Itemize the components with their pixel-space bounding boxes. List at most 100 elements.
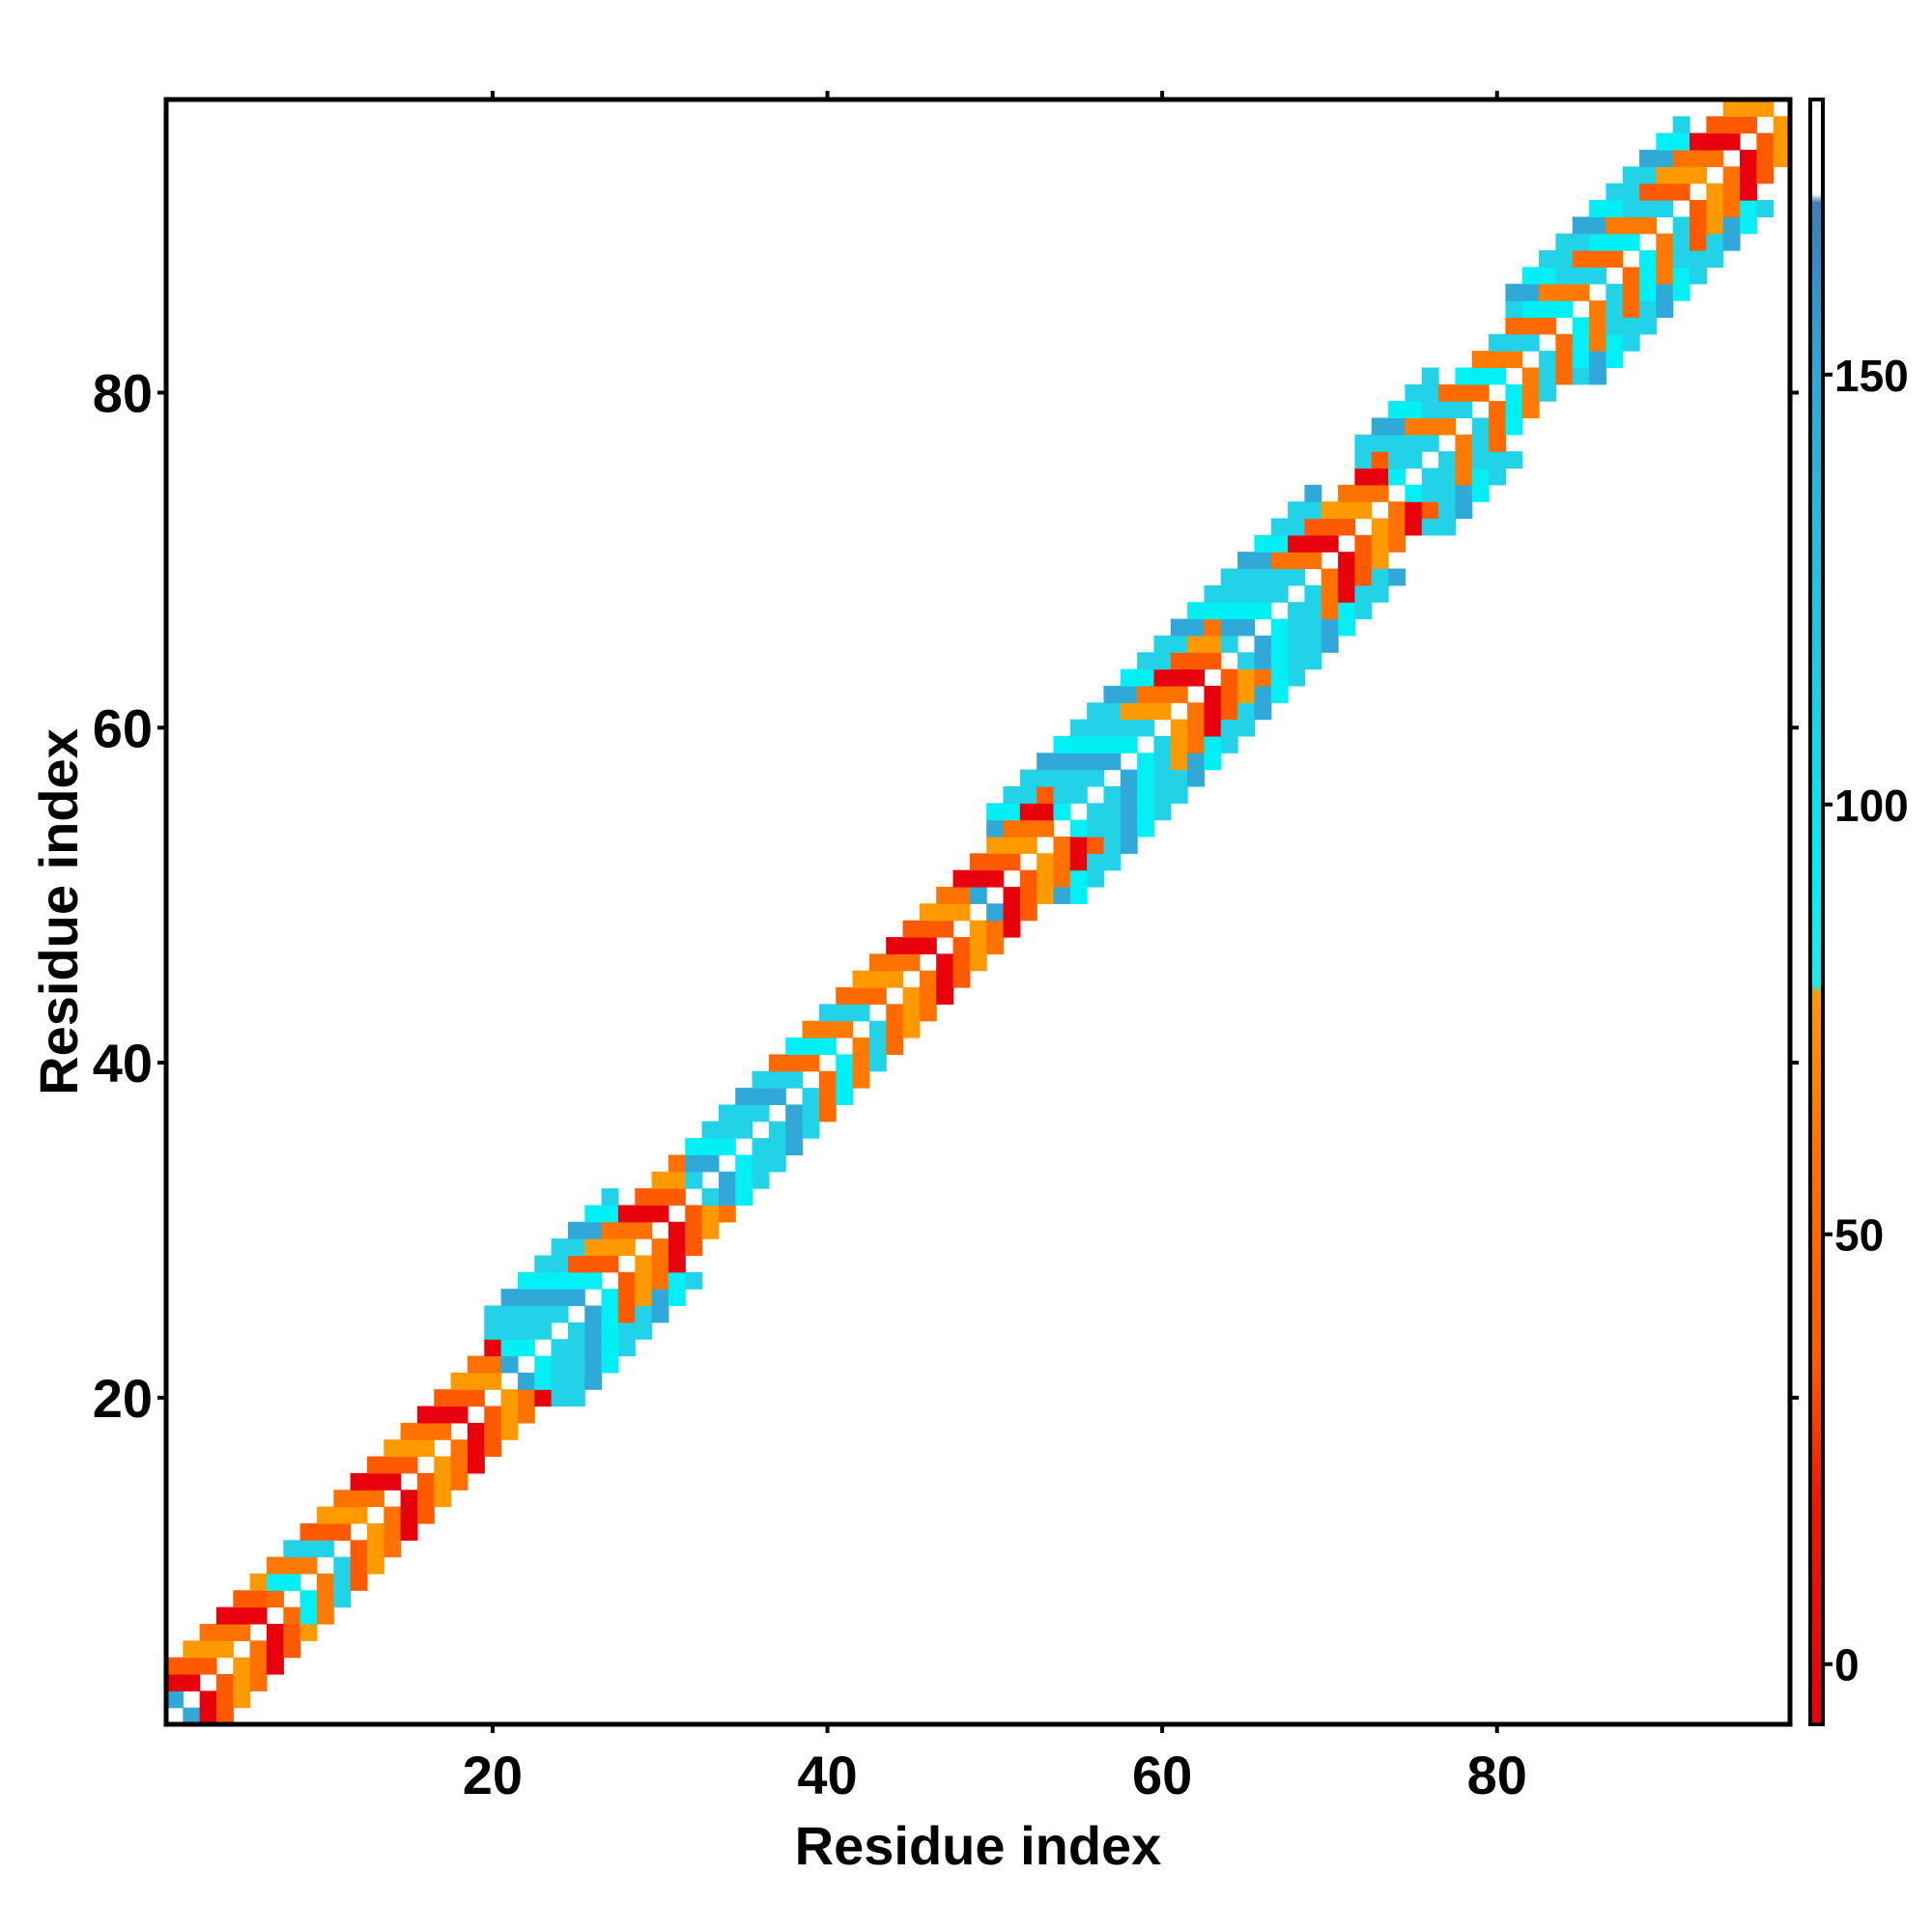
heatmap-cell — [1120, 803, 1138, 821]
heatmap-cell — [1103, 853, 1122, 871]
heatmap-cell — [886, 970, 904, 988]
heatmap-cell — [1388, 434, 1406, 452]
heatmap-cell — [400, 1506, 418, 1524]
heatmap-cell — [1120, 702, 1138, 721]
heatmap-cell — [1019, 903, 1037, 922]
heatmap-cell — [1539, 367, 1556, 385]
heatmap-cell — [1037, 819, 1055, 838]
heatmap-cell — [1471, 351, 1490, 369]
heatmap-cell — [1187, 652, 1206, 670]
heatmap-cell — [1087, 769, 1105, 787]
heatmap-cell — [635, 1221, 653, 1239]
heatmap-cell — [635, 1289, 653, 1307]
heatmap-cell — [969, 937, 987, 954]
heatmap-cell — [1555, 367, 1574, 385]
heatmap-cell — [567, 1289, 585, 1307]
heatmap-cell — [1019, 819, 1037, 838]
heatmap-cell — [1706, 183, 1724, 201]
heatmap-cell — [836, 987, 854, 1005]
heatmap-cell — [249, 1657, 268, 1675]
heatmap-cell — [952, 937, 971, 954]
heatmap-cell — [534, 1255, 553, 1273]
heatmap-cell — [1187, 735, 1206, 753]
heatmap-cell — [1521, 384, 1540, 402]
heatmap-cell — [384, 1506, 402, 1524]
heatmap-cell — [534, 1355, 553, 1374]
heatmap-cell — [1137, 702, 1155, 721]
heatmap-cell — [735, 1088, 753, 1106]
heatmap-cell — [233, 1657, 251, 1675]
heatmap-cell — [802, 1054, 820, 1072]
heatmap-cell — [283, 1606, 301, 1625]
heatmap-cell — [969, 920, 987, 938]
heatmap-cell — [617, 1205, 636, 1223]
heatmap-cell — [868, 987, 887, 1005]
heatmap-cell — [685, 1205, 703, 1223]
heatmap-cell — [752, 1154, 770, 1173]
heatmap-cell — [1740, 150, 1757, 167]
heatmap-cell — [1053, 836, 1071, 854]
heatmap-cell — [1489, 451, 1506, 469]
heatmap-cell — [1605, 183, 1624, 201]
heatmap-cell — [1321, 501, 1339, 520]
heatmap-cell — [1371, 484, 1389, 502]
heatmap-cell — [1270, 552, 1289, 570]
heatmap-cell — [852, 1070, 870, 1089]
heatmap-cell — [1153, 635, 1172, 653]
heatmap-cell — [534, 1372, 553, 1390]
heatmap-cell — [1706, 116, 1724, 134]
heatmap-cell — [1489, 468, 1506, 486]
heatmap-cell — [316, 1606, 334, 1625]
heatmap-cell — [919, 903, 937, 922]
heatmap-cell — [1220, 568, 1238, 586]
heatmap-cell — [936, 903, 954, 922]
heatmap-cell — [601, 1188, 619, 1207]
heatmap-cell — [1170, 618, 1188, 637]
heatmap-cell — [1220, 735, 1238, 753]
heatmap-cell — [1740, 216, 1757, 235]
heatmap-cell — [1438, 417, 1456, 436]
heatmap-cell — [1069, 719, 1088, 737]
heatmap-cell — [1489, 367, 1506, 385]
heatmap-cell — [1421, 501, 1439, 520]
heatmap-cell — [1405, 501, 1423, 520]
heatmap-cell — [1572, 283, 1590, 301]
heatmap-cell — [1204, 735, 1222, 753]
heatmap-cell — [1220, 702, 1238, 721]
heatmap-cell — [467, 1389, 485, 1407]
heatmap-cell — [701, 1154, 720, 1173]
heatmap-cell — [1388, 401, 1406, 419]
heatmap-cell — [1690, 233, 1707, 251]
heatmap-cell — [768, 1070, 786, 1089]
heatmap-cell — [1087, 753, 1105, 771]
heatmap-cell — [868, 970, 887, 988]
heatmap-cell — [1354, 468, 1373, 486]
heatmap-cell — [1371, 434, 1389, 452]
heatmap-cell — [1622, 317, 1640, 335]
heatmap-cell — [333, 1522, 352, 1541]
heatmap-cell — [1354, 552, 1373, 570]
heatmap-cell — [986, 920, 1005, 938]
heatmap-cell — [1706, 250, 1724, 268]
heatmap-cell — [350, 1540, 368, 1558]
heatmap-cell — [1438, 468, 1456, 486]
heatmap-cell — [1455, 468, 1473, 486]
heatmap-cell — [1690, 150, 1707, 167]
heatmap-cell — [1354, 501, 1373, 520]
heatmap-cell — [266, 1623, 284, 1641]
heatmap-cell — [434, 1472, 452, 1491]
heatmap-cell — [1605, 200, 1624, 217]
heatmap-cell — [467, 1355, 485, 1374]
heatmap-cell — [1103, 735, 1122, 753]
heatmap-cell — [233, 1590, 251, 1608]
x-axis-title: Residue index — [795, 1815, 1162, 1876]
heatmap-cell — [1204, 685, 1222, 703]
heatmap-cell — [1572, 267, 1590, 285]
heatmap-cell — [1740, 183, 1757, 201]
heatmap-cell — [1455, 367, 1473, 385]
heatmap-cell — [868, 953, 887, 972]
heatmap-cell — [1622, 283, 1640, 301]
heatmap-cell — [1505, 384, 1523, 402]
heatmap-cell — [1521, 333, 1540, 352]
heatmap-cell — [1087, 735, 1105, 753]
